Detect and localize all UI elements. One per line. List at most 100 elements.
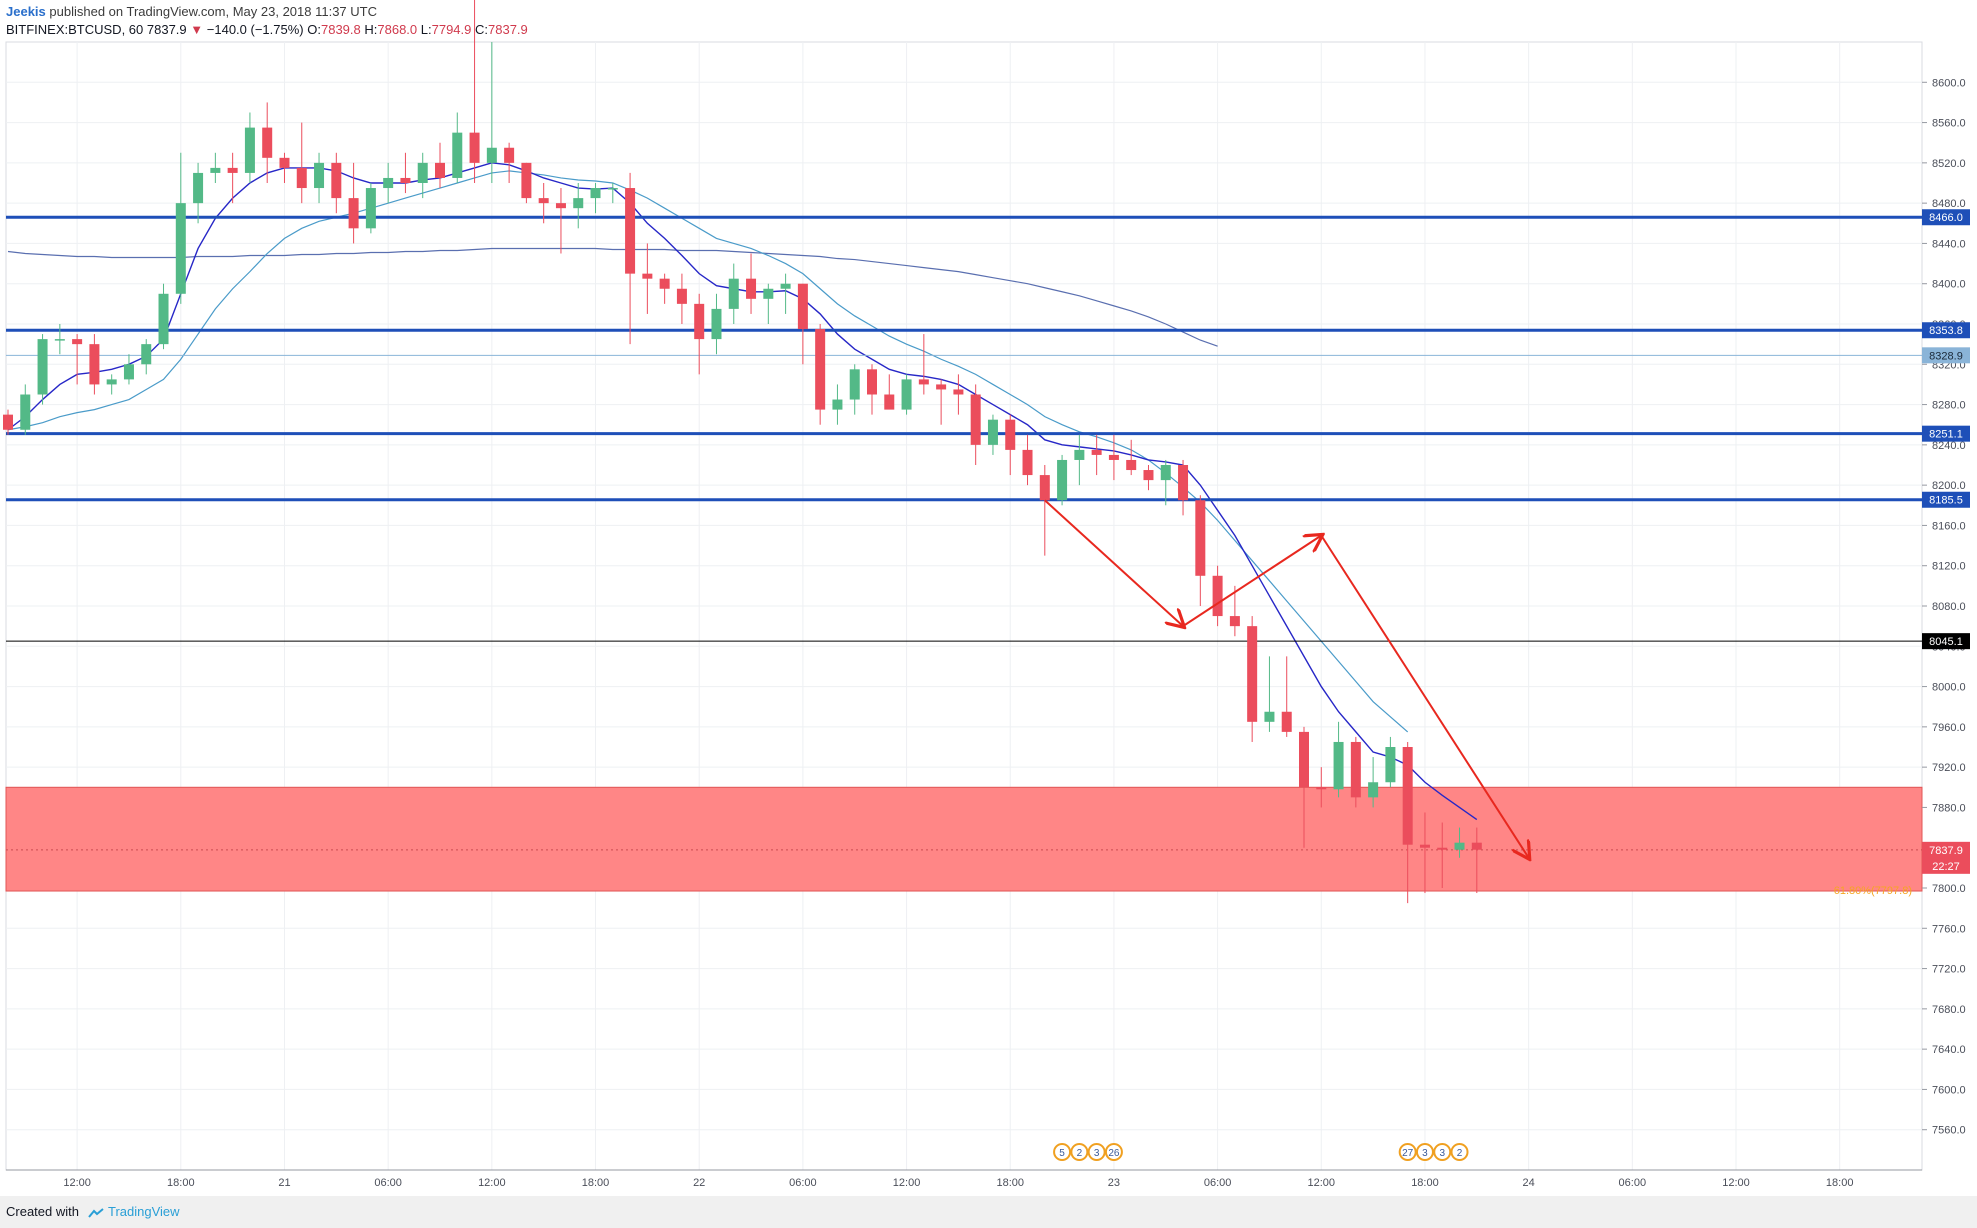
candle-body bbox=[89, 344, 100, 385]
y-tick-label: 8000.0 bbox=[1932, 682, 1966, 694]
y-tick-label: 7960.0 bbox=[1932, 722, 1966, 734]
level-label: 8466.0 bbox=[1929, 212, 1963, 224]
y-tick-label: 8080.0 bbox=[1932, 601, 1966, 613]
candle-body bbox=[763, 288, 774, 299]
mark-tag bbox=[1922, 633, 1970, 650]
candle-body bbox=[141, 344, 152, 365]
x-tick-label: 06:00 bbox=[789, 1177, 817, 1189]
publish-info: published on TradingView.com, May 23, 20… bbox=[49, 4, 377, 19]
candle-body bbox=[175, 203, 186, 294]
forecast-arrow bbox=[1320, 534, 1528, 858]
event-label: 2 bbox=[1077, 1148, 1083, 1159]
candle-body bbox=[1333, 741, 1344, 790]
candle-body bbox=[314, 162, 325, 189]
mark-label: 8045.1 bbox=[1929, 636, 1963, 648]
candle-body bbox=[1195, 500, 1206, 576]
event-marker bbox=[1433, 1143, 1452, 1161]
x-tick-label: 18:00 bbox=[1826, 1177, 1854, 1189]
candle-body bbox=[244, 127, 255, 173]
x-tick-label: 24 bbox=[1523, 1177, 1535, 1189]
candle-body bbox=[1143, 470, 1154, 481]
x-tick-label: 18:00 bbox=[582, 1177, 610, 1189]
candle-body bbox=[1281, 711, 1292, 732]
candle-body bbox=[383, 177, 394, 189]
low-label: L: bbox=[420, 22, 432, 37]
y-tick-label: 8560.0 bbox=[1932, 118, 1966, 130]
y-tick-label: 8280.0 bbox=[1932, 400, 1966, 412]
y-tick-label: 8520.0 bbox=[1932, 158, 1966, 170]
y-tick-label: 8160.0 bbox=[1932, 520, 1966, 532]
y-tick-label: 8480.0 bbox=[1932, 198, 1966, 210]
candle-body bbox=[625, 188, 636, 274]
price-chart[interactable]: 61.80%(7797.8) 7560.07600.07640.07680.07… bbox=[0, 0, 1977, 1196]
level-label: 8251.1 bbox=[1929, 429, 1963, 441]
current-price-tag bbox=[1922, 841, 1970, 874]
publish-line: Jeekis published on TradingView.com, May… bbox=[6, 4, 377, 19]
x-tick-label: 21 bbox=[278, 1177, 290, 1189]
candle-body bbox=[1057, 459, 1068, 501]
x-tick-label: 12:00 bbox=[893, 1177, 921, 1189]
x-tick-label: 12:00 bbox=[478, 1177, 506, 1189]
candle-body bbox=[780, 283, 791, 289]
y-tick-label: 8440.0 bbox=[1932, 238, 1966, 250]
candle-body bbox=[607, 188, 618, 190]
candle-body bbox=[1108, 454, 1119, 460]
horizontal-levels: 61.80%(7797.8) bbox=[6, 215, 1922, 897]
tradingview-link[interactable]: TradingView bbox=[88, 1204, 180, 1219]
candle-body bbox=[1264, 711, 1275, 722]
candle-body bbox=[123, 364, 134, 380]
level-label: 8185.5 bbox=[1929, 495, 1963, 507]
candle-body bbox=[1385, 747, 1396, 783]
candle-body bbox=[884, 394, 895, 410]
last-price: 7837.9 bbox=[146, 22, 187, 37]
x-tick-label: 18:00 bbox=[1411, 1177, 1439, 1189]
countdown-label: 22:27 bbox=[1932, 861, 1960, 873]
event-marker bbox=[1398, 1143, 1417, 1161]
candle-body bbox=[504, 147, 515, 163]
y-tick-label: 7800.0 bbox=[1932, 883, 1966, 895]
candle-body bbox=[486, 147, 497, 163]
candle-body bbox=[1022, 449, 1033, 476]
candle-body bbox=[711, 308, 722, 340]
candle-body bbox=[694, 303, 705, 340]
candle-body bbox=[435, 162, 445, 178]
price-axis: 7560.0 7600.0 7640.0 7680.0 7720.0 7760.0 7800… bbox=[1922, 77, 1970, 1137]
forecast-arrow bbox=[1182, 536, 1321, 627]
tradingview-logo-icon bbox=[88, 1207, 104, 1218]
candle-body bbox=[1471, 842, 1482, 850]
candle-body bbox=[573, 198, 584, 209]
level-tag bbox=[1922, 425, 1970, 442]
candle-body bbox=[1178, 465, 1189, 501]
level-label: 8353.8 bbox=[1929, 325, 1963, 337]
chart-grid bbox=[5, 41, 1923, 1171]
high-value: 7868.0 bbox=[377, 22, 418, 37]
y-tick-label: 7560.0 bbox=[1932, 1125, 1966, 1137]
candle-body bbox=[1212, 575, 1223, 617]
chart-header: Jeekis published on TradingView.com, May… bbox=[0, 0, 1977, 42]
candlesticks bbox=[3, 0, 1482, 904]
candle-body bbox=[1039, 475, 1050, 501]
candle-body bbox=[1350, 741, 1361, 798]
candle-body bbox=[815, 329, 826, 410]
candle-body bbox=[210, 167, 221, 173]
x-tick-label: 23 bbox=[1108, 1177, 1120, 1189]
candle-body bbox=[1160, 465, 1171, 481]
candle-body bbox=[521, 162, 532, 199]
candle-body bbox=[987, 419, 998, 445]
y-tick-label: 8120.0 bbox=[1932, 561, 1966, 573]
event-label: 5 bbox=[1059, 1148, 1065, 1159]
candle-body bbox=[348, 198, 359, 229]
candle-body bbox=[659, 278, 670, 289]
x-tick-label: 12:00 bbox=[63, 1177, 91, 1189]
candle-body bbox=[538, 198, 549, 204]
candle-body bbox=[37, 339, 48, 395]
candle-body bbox=[797, 283, 808, 330]
candle-body bbox=[417, 162, 428, 183]
author-link[interactable]: Jeekis bbox=[6, 4, 46, 19]
open-label: O: bbox=[307, 22, 321, 37]
candle-body bbox=[227, 167, 238, 173]
x-tick-label: 18:00 bbox=[996, 1177, 1024, 1189]
candle-body bbox=[728, 278, 739, 309]
candle-body bbox=[193, 172, 204, 204]
y-tick-label: 7680.0 bbox=[1932, 1004, 1966, 1016]
